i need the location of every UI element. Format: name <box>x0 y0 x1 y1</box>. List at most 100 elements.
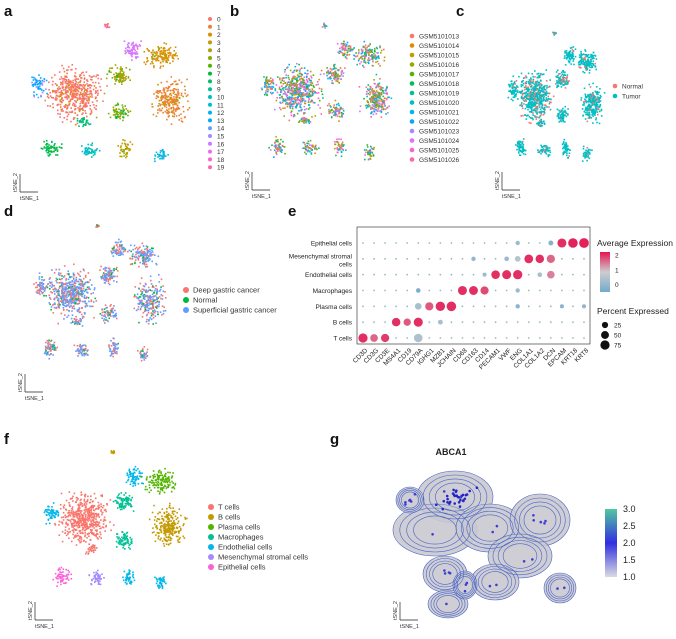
point <box>72 118 75 120</box>
point <box>316 92 318 94</box>
point <box>303 67 306 69</box>
point <box>148 320 150 322</box>
point <box>385 88 387 91</box>
point <box>536 96 539 98</box>
point <box>592 60 595 63</box>
point <box>529 98 531 100</box>
point <box>65 85 68 87</box>
point <box>182 105 184 108</box>
point <box>70 85 73 87</box>
point <box>132 44 135 47</box>
point <box>564 147 567 150</box>
point <box>370 116 372 118</box>
point <box>68 100 71 103</box>
point <box>69 111 71 113</box>
point <box>564 64 567 66</box>
point <box>85 302 88 305</box>
point <box>83 297 86 299</box>
point <box>348 53 351 56</box>
point <box>45 147 47 149</box>
point <box>48 281 51 283</box>
point <box>539 92 541 94</box>
point <box>332 72 335 74</box>
point <box>358 86 361 88</box>
point <box>74 123 77 126</box>
point <box>115 117 118 119</box>
point <box>540 97 542 99</box>
point <box>79 286 82 289</box>
point <box>556 69 559 72</box>
point <box>595 58 598 60</box>
point <box>280 90 282 93</box>
point <box>61 108 64 110</box>
point <box>326 70 328 73</box>
point <box>346 49 348 52</box>
point <box>48 97 50 99</box>
point <box>376 47 378 50</box>
point <box>595 86 598 88</box>
point <box>304 100 306 103</box>
point <box>57 89 60 91</box>
point <box>303 105 306 108</box>
point <box>86 291 88 293</box>
point <box>289 104 291 106</box>
point <box>61 292 64 295</box>
point <box>157 153 159 155</box>
point <box>380 91 383 94</box>
x-axis-label: tSNE_1 <box>20 196 39 202</box>
point <box>310 79 312 82</box>
point <box>584 56 586 59</box>
point <box>86 153 88 156</box>
point <box>569 47 572 49</box>
point <box>73 305 75 307</box>
point <box>585 99 587 102</box>
point <box>78 300 81 302</box>
point <box>162 153 165 156</box>
point <box>336 148 338 150</box>
point <box>282 100 285 102</box>
point <box>282 98 285 100</box>
point <box>595 108 598 110</box>
point <box>369 149 371 151</box>
point <box>530 96 533 99</box>
point <box>86 90 88 92</box>
point <box>119 155 121 158</box>
point <box>50 291 52 293</box>
point <box>587 59 589 61</box>
point <box>37 87 39 89</box>
point <box>530 92 533 95</box>
point <box>293 100 295 103</box>
point <box>127 111 130 113</box>
point <box>84 276 87 278</box>
point <box>334 147 336 150</box>
point <box>304 119 306 122</box>
point <box>97 74 99 77</box>
point <box>380 88 382 91</box>
point <box>586 67 588 70</box>
point <box>589 105 591 108</box>
point <box>41 84 44 86</box>
point <box>308 79 311 82</box>
point <box>83 300 85 303</box>
point <box>163 47 165 49</box>
point <box>157 46 159 48</box>
point <box>341 113 343 116</box>
point <box>530 95 532 98</box>
point <box>302 81 305 84</box>
point <box>594 62 596 65</box>
point <box>91 96 93 98</box>
point <box>145 283 147 286</box>
point <box>591 54 593 57</box>
point <box>369 91 372 94</box>
point <box>367 150 369 153</box>
point <box>518 91 520 94</box>
point <box>76 303 78 305</box>
point <box>541 149 544 151</box>
point <box>301 83 303 85</box>
point <box>56 87 59 90</box>
point <box>153 65 155 67</box>
point <box>172 99 175 101</box>
point <box>55 307 58 310</box>
point <box>159 109 161 112</box>
